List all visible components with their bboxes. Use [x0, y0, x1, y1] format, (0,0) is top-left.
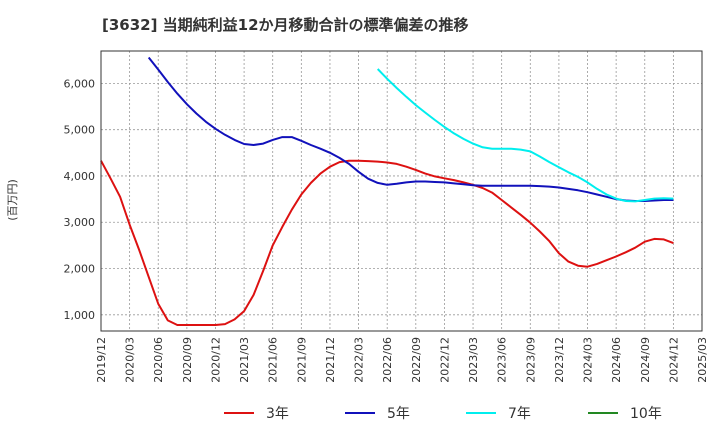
legend-label: 5年 [387, 406, 410, 422]
legend: 3年 5年 7年 10年 [224, 406, 662, 422]
y-tick-label: 1,000 [64, 309, 96, 322]
legend-item-0: 3年 [224, 406, 289, 422]
x-tick-label: 2024/03 [582, 337, 595, 383]
series-line-2 [376, 68, 674, 203]
x-tick-label: 2023/09 [524, 337, 537, 383]
x-tick-label: 2019/12 [95, 337, 108, 383]
legend-label: 7年 [508, 406, 531, 422]
y-axis-label: (百万円) [6, 179, 19, 221]
y-tick-label: 3,000 [64, 216, 96, 229]
x-tick-label: 2022/09 [410, 337, 423, 383]
x-tick-label: 2023/06 [496, 337, 509, 383]
x-tick-label: 2020/09 [181, 337, 194, 383]
series-line-0 [100, 159, 674, 326]
x-tick-label: 2020/12 [209, 337, 222, 383]
y-tick-label: 4,000 [64, 170, 96, 183]
legend-item-3: 10年 [588, 406, 662, 422]
legend-label: 3年 [266, 406, 289, 422]
legend-label: 10年 [630, 406, 662, 422]
x-tick-label: 2023/03 [467, 337, 480, 383]
series-line-1 [147, 56, 674, 202]
x-tick-label: 2024/09 [639, 337, 652, 383]
x-tick-label: 2024/06 [610, 337, 623, 383]
x-tick-label: 2021/12 [324, 337, 337, 383]
x-tick-label: 2025/03 [696, 337, 709, 383]
x-tick-label: 2020/03 [124, 337, 137, 383]
x-tick-label: 2021/06 [267, 337, 280, 383]
chart-title: [3632] 当期純利益12か月移動合計の標準偏差の推移 [102, 16, 469, 34]
x-tick-label: 2023/12 [553, 337, 566, 383]
x-tick-label: 2022/06 [381, 337, 394, 383]
y-tick-label: 2,000 [64, 263, 96, 276]
grid [100, 51, 703, 331]
y-tick-label: 6,000 [64, 77, 96, 90]
y-tick-labels: 1,000 2,000 3,000 4,000 5,000 6,000 [64, 77, 96, 321]
x-tick-label: 2020/06 [152, 337, 165, 383]
series-lines [100, 56, 674, 326]
x-tick-label: 2022/12 [438, 337, 451, 383]
x-tick-label: 2021/09 [295, 337, 308, 383]
legend-item-2: 7年 [466, 406, 531, 422]
legend-item-1: 5年 [345, 406, 410, 422]
x-tick-label: 2021/03 [238, 337, 251, 383]
y-tick-label: 5,000 [64, 124, 96, 137]
x-tick-label: 2022/03 [353, 337, 366, 383]
plot-frame [100, 50, 703, 332]
x-tick-labels: 2019/12 2020/03 2020/06 2020/09 2020/12 2021/… [95, 337, 709, 383]
x-tick-label: 2024/12 [667, 337, 680, 383]
